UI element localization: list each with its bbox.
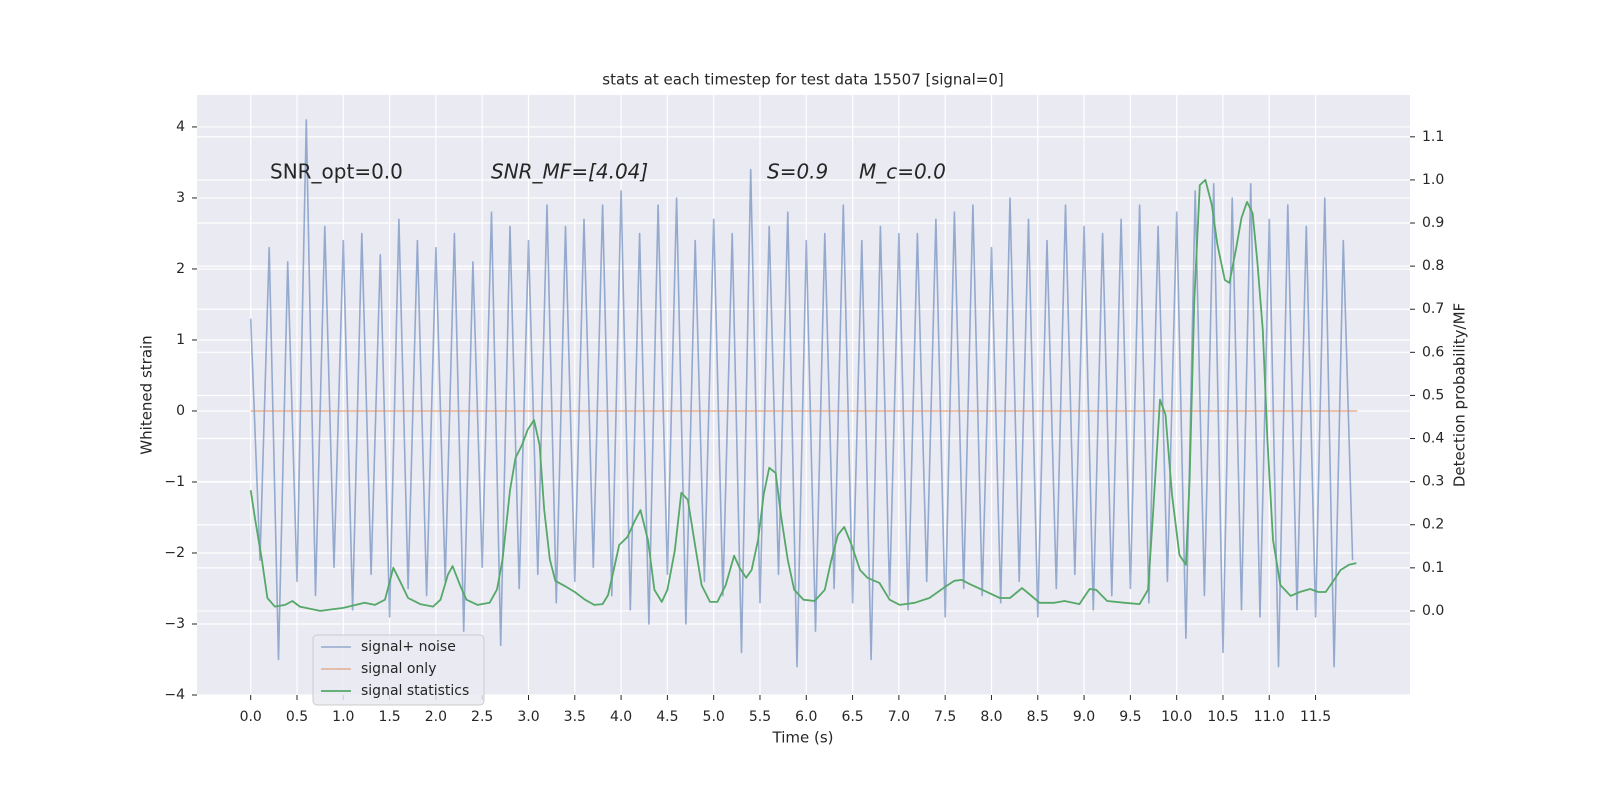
- x-tick-label: 10.5: [1207, 709, 1238, 725]
- y-tick-label: −1: [164, 474, 185, 490]
- x-tick-label: 0.5: [286, 709, 308, 725]
- y2-tick-label: 0.5: [1422, 387, 1444, 403]
- x-tick-label: 8.5: [1027, 709, 1049, 725]
- y2-tick-label: 0.4: [1422, 431, 1444, 447]
- y2-tick-label: 0.0: [1422, 603, 1444, 619]
- x-tick-label: 2.0: [425, 709, 447, 725]
- x-tick-label: 0.0: [240, 709, 262, 725]
- legend-label: signal+ noise: [361, 639, 456, 655]
- y-tick-label: 1: [176, 332, 185, 348]
- y2-tick-label: 1.0: [1422, 172, 1444, 188]
- legend-label: signal statistics: [361, 683, 469, 699]
- y-tick-label: −2: [164, 545, 185, 561]
- x-tick-label: 3.5: [564, 709, 586, 725]
- series-line: [249, 119, 1354, 668]
- y-tick-label: 0: [176, 403, 185, 419]
- x-tick-label: 2.5: [471, 709, 493, 725]
- annotation: SNR_opt=0.0: [270, 160, 403, 184]
- y2-tick-label: 0.3: [1422, 474, 1444, 490]
- x-tick-label: 3.0: [517, 709, 539, 725]
- y-axis-label: Whitened strain: [138, 335, 156, 454]
- y2-tick-label: 1.1: [1422, 129, 1444, 145]
- x-tick-label: 6.5: [841, 709, 863, 725]
- x-tick-label: 9.0: [1073, 709, 1095, 725]
- marks: [249, 119, 1358, 668]
- y2-tick-label: 0.8: [1422, 258, 1444, 274]
- annotation: M_c=0.0: [859, 160, 946, 184]
- x-axis-label: Time (s): [772, 729, 834, 747]
- y2-tick-label: 0.9: [1422, 215, 1444, 231]
- labels: 0.0 0.5 1.0 1.5 2.0 2.5 3.0 3.5 4.0 4.5 5.0 5.5 6.0 6…: [164, 119, 1444, 725]
- x-tick-label: 7.5: [934, 709, 956, 725]
- annotation: S=0.9: [767, 160, 828, 184]
- y-tick-label: 2: [176, 261, 185, 277]
- legend: signal+ noise signal only signal statistic…: [312, 634, 485, 706]
- x-tick-label: 4.5: [656, 709, 678, 725]
- legend-box: [312, 634, 485, 706]
- y-tick-label: 3: [176, 190, 185, 206]
- x-tick-label: 6.0: [795, 709, 817, 725]
- y2-tick-label: 0.1: [1422, 560, 1444, 576]
- series-line: [249, 179, 1357, 612]
- x-tick-label: 11.5: [1300, 709, 1331, 725]
- chart-title: stats at each timestep for test data 155…: [602, 71, 1003, 89]
- x-tick-label: 7.0: [888, 709, 910, 725]
- x-tick-label: 9.5: [1119, 709, 1141, 725]
- y-tick-label: 4: [176, 119, 185, 135]
- annotation: SNR_MF=[4.04]: [491, 160, 648, 184]
- x-tick-label: 8.0: [980, 709, 1002, 725]
- y2-tick-label: 0.6: [1422, 344, 1444, 360]
- x-tick-label: 1.0: [332, 709, 354, 725]
- y-tick-label: −3: [164, 616, 185, 632]
- y2-axis-label: Detection probability/MF: [1451, 303, 1469, 487]
- x-tick-label: 10.0: [1161, 709, 1192, 725]
- x-tick-label: 5.0: [703, 709, 725, 725]
- y2-tick-label: 0.7: [1422, 301, 1444, 317]
- y2-tick-label: 0.2: [1422, 517, 1444, 533]
- x-tick-label: 4.0: [610, 709, 632, 725]
- legend-label: signal only: [361, 661, 436, 677]
- x-tick-label: 11.0: [1254, 709, 1285, 725]
- y-tick-label: −4: [164, 687, 185, 703]
- x-tick-label: 5.5: [749, 709, 771, 725]
- x-tick-label: 1.5: [378, 709, 400, 725]
